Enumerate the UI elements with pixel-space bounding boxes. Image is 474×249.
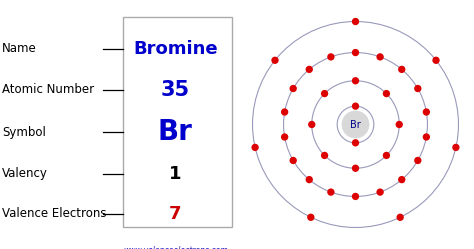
Circle shape xyxy=(307,214,314,221)
Circle shape xyxy=(383,152,390,159)
Circle shape xyxy=(352,165,359,172)
Circle shape xyxy=(281,108,288,116)
Circle shape xyxy=(352,18,359,25)
Text: Br: Br xyxy=(158,118,193,146)
Circle shape xyxy=(352,193,359,200)
Circle shape xyxy=(327,53,335,61)
Circle shape xyxy=(398,66,405,73)
Text: Atomic Number: Atomic Number xyxy=(2,83,94,96)
Text: Name: Name xyxy=(2,42,37,55)
Circle shape xyxy=(251,144,259,151)
Circle shape xyxy=(396,121,403,128)
Text: Valency: Valency xyxy=(2,167,48,180)
Circle shape xyxy=(452,144,460,151)
Circle shape xyxy=(423,108,430,116)
Text: 7: 7 xyxy=(169,205,182,223)
Circle shape xyxy=(352,139,359,146)
Circle shape xyxy=(397,214,404,221)
Circle shape xyxy=(321,152,328,159)
Circle shape xyxy=(306,66,313,73)
Circle shape xyxy=(376,53,384,61)
FancyBboxPatch shape xyxy=(123,17,232,227)
Text: 35: 35 xyxy=(161,80,190,100)
Circle shape xyxy=(327,188,335,196)
Circle shape xyxy=(308,121,315,128)
Circle shape xyxy=(352,49,359,56)
Circle shape xyxy=(306,176,313,183)
Circle shape xyxy=(290,85,297,92)
Circle shape xyxy=(432,57,440,64)
Circle shape xyxy=(376,188,384,196)
Text: Valence Electrons: Valence Electrons xyxy=(2,207,107,220)
Circle shape xyxy=(271,57,279,64)
Text: Br: Br xyxy=(350,120,361,129)
Circle shape xyxy=(352,77,359,84)
Text: 1: 1 xyxy=(169,165,182,183)
Text: Symbol: Symbol xyxy=(2,126,46,139)
Circle shape xyxy=(342,111,369,138)
Circle shape xyxy=(423,133,430,141)
Circle shape xyxy=(398,176,405,183)
Circle shape xyxy=(281,133,288,141)
Circle shape xyxy=(414,157,421,164)
Circle shape xyxy=(383,90,390,97)
Circle shape xyxy=(321,90,328,97)
Circle shape xyxy=(352,103,359,110)
Circle shape xyxy=(414,85,421,92)
Text: Bromine: Bromine xyxy=(133,40,218,58)
Circle shape xyxy=(290,157,297,164)
Text: www.valenceelectrons.com: www.valenceelectrons.com xyxy=(123,246,228,249)
